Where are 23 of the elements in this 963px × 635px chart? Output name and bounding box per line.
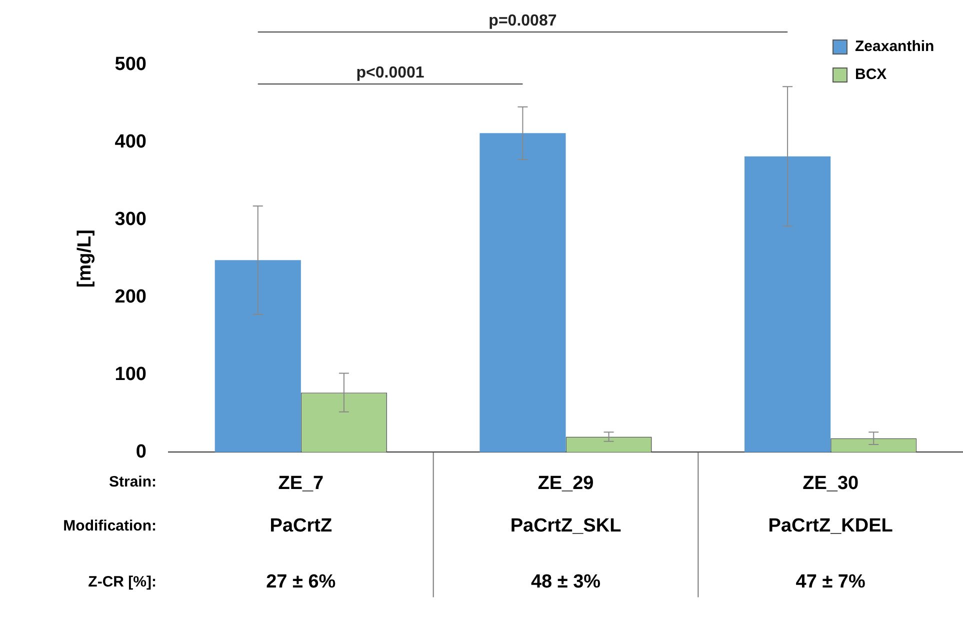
y-tick-label: 400 <box>114 132 146 153</box>
y-tick-label: 300 <box>114 209 146 230</box>
y-tick-label: 0 <box>136 441 146 462</box>
text: Z-CR [%]: <box>88 573 156 590</box>
y-axis-title: [mg/L] <box>74 230 96 288</box>
text: p=0.0087 <box>488 12 557 30</box>
text: PaCrtZ_KDEL <box>768 515 894 536</box>
y-tick-label: 500 <box>114 54 146 76</box>
legend-label: BCX <box>855 66 887 84</box>
text: PaCrtZ <box>270 515 332 536</box>
x-tick-label: ZE_30 <box>802 472 859 494</box>
text: 27 ± 6% <box>266 571 336 592</box>
legend-label: Zeaxanthin <box>855 38 934 56</box>
text: 47 ± 7% <box>796 571 866 592</box>
text: PaCrtZ_SKL <box>510 515 622 536</box>
text: Modification: <box>63 517 156 534</box>
text: Strain: <box>108 473 156 490</box>
annotation: p<0.0001 <box>356 64 424 82</box>
y-tick-label: 200 <box>114 286 146 308</box>
text: 48 ± 3% <box>530 571 601 592</box>
y-tick-label: 100 <box>114 364 146 385</box>
x-tick-label: ZE_29 <box>538 472 594 494</box>
x-tick-label: ZE_7 <box>278 472 324 494</box>
